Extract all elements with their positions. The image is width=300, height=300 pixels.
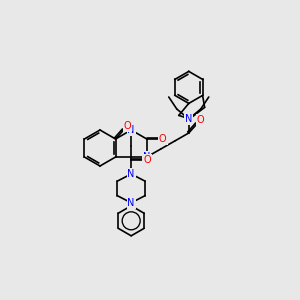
Text: O: O <box>159 134 166 144</box>
Text: O: O <box>124 121 131 131</box>
Text: N: N <box>128 198 135 208</box>
Text: N: N <box>143 152 151 162</box>
Text: N: N <box>128 169 135 179</box>
Text: O: O <box>143 155 151 165</box>
Text: N: N <box>185 114 193 124</box>
Text: O: O <box>197 115 205 125</box>
Text: N: N <box>128 125 135 135</box>
